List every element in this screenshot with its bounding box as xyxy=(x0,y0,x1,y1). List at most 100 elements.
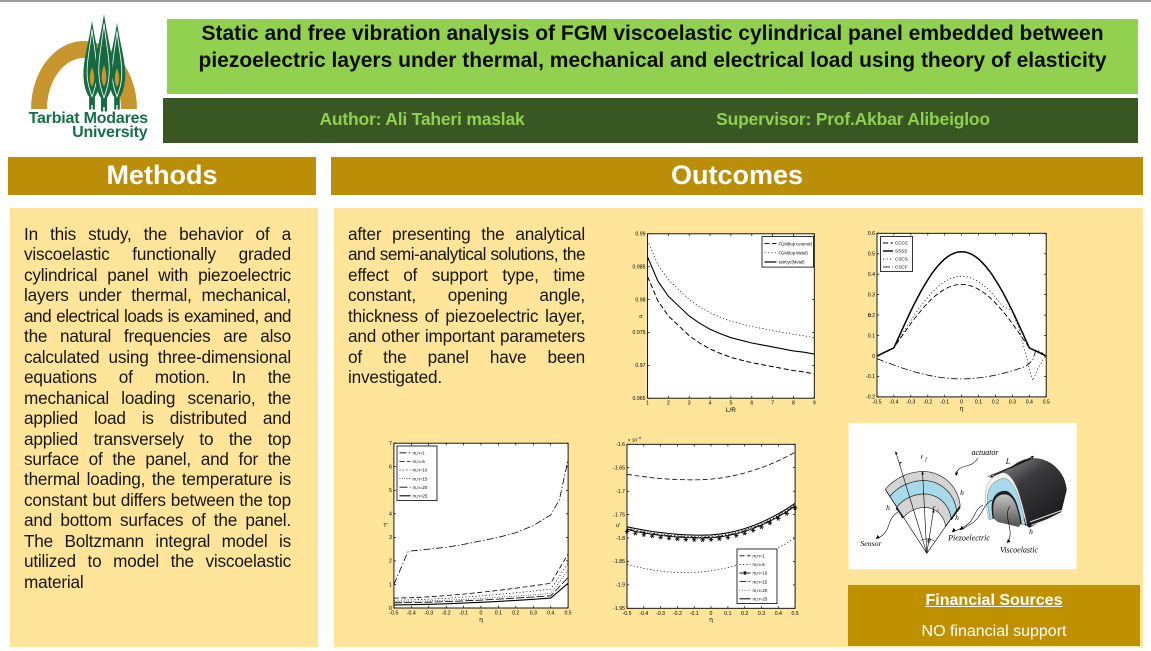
svg-text:CSCF: CSCF xyxy=(895,265,908,270)
svg-text:0.3: 0.3 xyxy=(530,611,537,617)
svg-text:T': T' xyxy=(383,523,387,529)
svg-text:7: 7 xyxy=(771,401,774,407)
svg-text:0.3: 0.3 xyxy=(1009,399,1016,405)
svg-text:h: h xyxy=(886,503,890,512)
svg-text:m,n=10: m,n=10 xyxy=(753,571,768,576)
svg-text:m,n=20: m,n=20 xyxy=(753,588,768,593)
svg-text:0.1: 0.1 xyxy=(495,611,502,617)
svg-text:0.2: 0.2 xyxy=(741,611,748,617)
svg-text:-0.5: -0.5 xyxy=(873,399,882,405)
svg-text:-1.9: -1.9 xyxy=(616,583,625,589)
svg-text:0: 0 xyxy=(710,611,713,617)
svg-text:sstrcyc(Metal): sstrcyc(Metal) xyxy=(779,260,806,265)
svg-text:-0.2: -0.2 xyxy=(673,611,682,617)
svg-text:m,n=25: m,n=25 xyxy=(413,494,428,499)
svg-text:University: University xyxy=(72,124,148,141)
svg-text:4: 4 xyxy=(709,401,712,407)
svg-text:-0.4: -0.4 xyxy=(407,611,416,617)
svg-text:0.2: 0.2 xyxy=(512,611,519,617)
svg-text:0: 0 xyxy=(960,399,963,405)
svg-text:m,n=10: m,n=10 xyxy=(413,468,428,473)
svg-text:-0.5: -0.5 xyxy=(389,611,398,617)
svg-text:m,n=20: m,n=20 xyxy=(413,485,428,490)
svg-text:CSCS: CSCS xyxy=(895,257,908,262)
svg-text:0: 0 xyxy=(389,606,392,612)
svg-text:-1.6: -1.6 xyxy=(616,442,625,448)
svg-text:m,n=5: m,n=5 xyxy=(413,459,426,464)
svg-text:0.97: 0.97 xyxy=(635,363,645,369)
svg-text:0.985: 0.985 xyxy=(633,265,646,271)
svg-text:0.4: 0.4 xyxy=(775,611,782,617)
svg-text:0.1: 0.1 xyxy=(724,611,731,617)
svg-text:6: 6 xyxy=(389,465,392,471)
svg-text:0.5: 0.5 xyxy=(564,611,571,617)
svg-text:actuator: actuator xyxy=(971,448,999,457)
svg-text:m,n=25: m,n=25 xyxy=(753,597,768,602)
svg-text:0.3: 0.3 xyxy=(758,611,765,617)
svg-text:Piezoelectric: Piezoelectric xyxy=(947,534,990,543)
svg-text:h: h xyxy=(955,513,959,522)
svg-text:-4: -4 xyxy=(638,436,641,440)
svg-text:-0.2: -0.2 xyxy=(866,395,875,401)
svg-text:0.4: 0.4 xyxy=(1026,399,1033,405)
svg-text:-1.95: -1.95 xyxy=(613,606,625,612)
svg-text:0.2: 0.2 xyxy=(868,313,875,319)
svg-text:-0.2: -0.2 xyxy=(442,611,451,617)
svg-text:0.98: 0.98 xyxy=(635,297,645,303)
svg-text:0.99: 0.99 xyxy=(635,232,645,238)
svg-text:m,n=1: m,n=1 xyxy=(413,451,426,456)
svg-text:8: 8 xyxy=(792,401,795,407)
svg-text:5: 5 xyxy=(729,401,732,407)
svg-text:-0.1: -0.1 xyxy=(866,374,875,380)
svg-text:0.965: 0.965 xyxy=(633,396,646,402)
svg-text:η: η xyxy=(709,617,713,624)
svg-text:0.1: 0.1 xyxy=(868,333,875,339)
svg-text:x 10: x 10 xyxy=(628,438,637,444)
svg-text:0.4: 0.4 xyxy=(868,272,875,278)
svg-text:m,n=1: m,n=1 xyxy=(753,554,766,559)
svg-text:1: 1 xyxy=(389,582,392,588)
svg-text:u': u' xyxy=(616,523,620,529)
svg-text:-0.3: -0.3 xyxy=(906,399,915,405)
svg-text:1: 1 xyxy=(646,401,649,407)
svg-text:2: 2 xyxy=(667,401,670,407)
svg-text:L: L xyxy=(1005,457,1011,466)
svg-text:m,n=15: m,n=15 xyxy=(413,476,428,481)
svg-text:0: 0 xyxy=(480,611,483,617)
svg-text:-0.4: -0.4 xyxy=(639,611,648,617)
svg-text:2: 2 xyxy=(389,559,392,565)
svg-text:f: f xyxy=(925,458,927,463)
svg-text:-0.3: -0.3 xyxy=(656,611,665,617)
svg-text:η: η xyxy=(960,406,964,413)
svg-text:σ: σ xyxy=(639,314,643,320)
svg-text:3: 3 xyxy=(389,535,392,541)
svg-text:r: r xyxy=(899,459,903,468)
svg-text:r: r xyxy=(921,452,924,461)
svg-text:0.6: 0.6 xyxy=(868,231,875,237)
svg-text:h: h xyxy=(1029,527,1033,536)
svg-text:9: 9 xyxy=(813,401,816,407)
svg-text:-0.1: -0.1 xyxy=(940,399,949,405)
svg-text:FGM(top ceramic): FGM(top ceramic) xyxy=(779,241,813,246)
svg-text:-0.1: -0.1 xyxy=(690,611,699,617)
svg-text:Tarbiat Modares: Tarbiat Modares xyxy=(29,110,149,127)
svg-text:-0.3: -0.3 xyxy=(424,611,433,617)
svg-text:FGM(top Metal): FGM(top Metal) xyxy=(779,251,809,256)
svg-text:-1.8: -1.8 xyxy=(616,536,625,542)
svg-text:-0.4: -0.4 xyxy=(889,399,898,405)
svg-text:r: r xyxy=(933,503,936,512)
svg-text:θ: θ xyxy=(927,537,931,545)
svg-text:4: 4 xyxy=(389,512,392,518)
svg-text:-1.75: -1.75 xyxy=(613,512,625,518)
svg-text:0.5: 0.5 xyxy=(868,252,875,258)
svg-text:-1.65: -1.65 xyxy=(613,466,625,472)
svg-text:Viscoelastic: Viscoelastic xyxy=(1000,546,1039,555)
svg-text:7: 7 xyxy=(389,441,392,447)
svg-text:m,n=15: m,n=15 xyxy=(753,579,768,584)
svg-text:-0.5: -0.5 xyxy=(623,611,632,617)
svg-text:3: 3 xyxy=(688,401,691,407)
svg-text:5: 5 xyxy=(389,488,392,494)
svg-text:6: 6 xyxy=(750,401,753,407)
svg-text:-1.7: -1.7 xyxy=(616,489,625,495)
svg-text:0.2: 0.2 xyxy=(992,399,999,405)
